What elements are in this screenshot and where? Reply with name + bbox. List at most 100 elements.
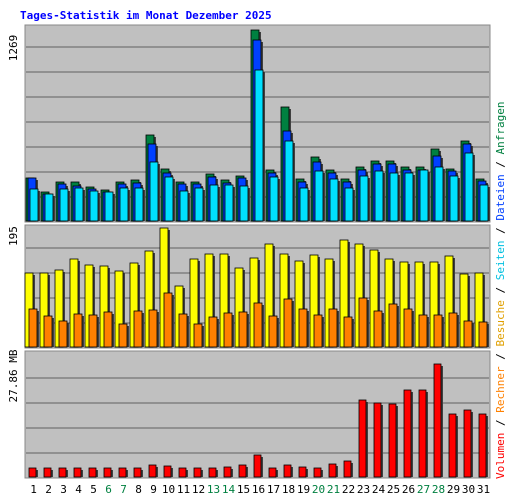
seiten-bar-day-6 <box>104 191 114 222</box>
legend-separator-5: / <box>494 154 507 174</box>
x-axis-day-labels: 1 2 3 4 5 6 7 8 9 10 11 12 13 14 15 16 17 18 19 20 21 22 23 24 2… <box>30 483 490 496</box>
seiten-bar-day-27 <box>419 169 429 222</box>
rechner-bar-day-26 <box>403 308 413 348</box>
x-tick-label-day-4: 4 <box>75 483 82 496</box>
x-tick-label-day-2: 2 <box>45 483 52 496</box>
rechner-bar-day-4 <box>73 313 83 348</box>
x-tick-label-day-6: 6 <box>105 483 112 496</box>
rechner-bar-day-6 <box>103 311 113 348</box>
x-tick-label-day-31: 31 <box>477 483 490 496</box>
seiten-bar-day-12 <box>194 187 204 222</box>
rechner-bar-day-14 <box>223 312 233 348</box>
seiten-bar-day-25 <box>389 172 399 222</box>
volumen-bar-day-17 <box>268 467 277 478</box>
middle-ymax-label: 195 <box>7 226 20 246</box>
x-tick-label-day-16: 16 <box>252 483 265 496</box>
rechner-bar-day-11 <box>178 313 188 348</box>
rechner-bar-day-28 <box>433 314 443 348</box>
rechner-bar-day-10 <box>163 292 173 348</box>
legend-dateien: Dateien <box>494 174 507 220</box>
volumen-bar-day-7 <box>118 467 127 478</box>
x-tick-label-day-11: 11 <box>177 483 190 496</box>
rechner-bar-day-19 <box>298 308 308 348</box>
x-tick-label-day-8: 8 <box>135 483 142 496</box>
rechner-bar-day-27 <box>418 314 428 348</box>
rechner-bar-day-13 <box>208 316 218 348</box>
seiten-bar-day-20 <box>314 170 324 222</box>
x-tick-label-day-19: 19 <box>297 483 310 496</box>
volumen-bar-day-18 <box>283 464 292 478</box>
legend-seiten: Seiten <box>494 241 507 281</box>
x-tick-label-day-14: 14 <box>222 483 236 496</box>
legend-besuche: Besuche <box>494 300 507 346</box>
volumen-bar-day-1 <box>28 467 37 478</box>
volumen-bar-day-8 <box>133 467 142 478</box>
legend-separator-1: / <box>494 413 507 433</box>
x-tick-label-day-27: 27 <box>417 483 430 496</box>
rechner-bar-day-7 <box>118 323 128 348</box>
rechner-bar-day-25 <box>388 303 398 348</box>
panel-visits-hosts <box>24 224 491 349</box>
x-tick-label-day-22: 22 <box>342 483 355 496</box>
volumen-bar-day-10 <box>163 465 172 478</box>
rechner-bar-day-2 <box>43 315 53 348</box>
x-tick-label-day-21: 21 <box>327 483 340 496</box>
x-tick-label-day-29: 29 <box>447 483 460 496</box>
rechner-bar-day-20 <box>313 314 323 348</box>
x-tick-label-day-15: 15 <box>237 483 250 496</box>
rechner-bar-day-3 <box>58 320 68 348</box>
volumen-bar-day-14 <box>223 466 232 478</box>
seiten-bar-day-5 <box>89 190 99 222</box>
volumen-bar-day-3 <box>58 467 67 478</box>
volumen-bar-day-20 <box>313 467 322 478</box>
volumen-bar-day-28 <box>433 363 442 478</box>
x-tick-label-day-5: 5 <box>90 483 97 496</box>
volumen-bar-day-27 <box>418 389 427 478</box>
volumen-bar-day-4 <box>73 467 82 478</box>
x-tick-label-day-10: 10 <box>162 483 175 496</box>
volumen-bar-day-6 <box>103 467 112 478</box>
seiten-bar-day-4 <box>74 187 84 222</box>
seiten-bar-day-7 <box>119 187 129 222</box>
volumen-bar-day-29 <box>448 413 457 478</box>
legend-separator-3: / <box>494 280 507 300</box>
seiten-bar-day-30 <box>464 152 474 222</box>
seiten-bar-day-21 <box>329 178 339 222</box>
x-tick-label-day-20: 20 <box>312 483 325 496</box>
rechner-bar-day-15 <box>238 311 248 348</box>
chart-title: Tages-Statistik im Monat Dezember 2025 <box>20 9 272 22</box>
seiten-bar-day-15 <box>239 185 249 222</box>
x-tick-label-day-17: 17 <box>267 483 280 496</box>
rechner-bar-day-18 <box>283 298 293 348</box>
seiten-bar-day-29 <box>449 175 459 222</box>
seiten-bar-day-31 <box>479 184 489 222</box>
rechner-bar-day-24 <box>373 310 383 348</box>
rechner-bar-day-5 <box>88 314 98 348</box>
volumen-bar-day-26 <box>403 389 412 478</box>
volumen-bar-day-25 <box>388 403 397 478</box>
volumen-bar-day-30 <box>463 409 472 478</box>
panel-volume <box>24 350 491 479</box>
seiten-bar-day-11 <box>179 190 189 222</box>
rechner-bar-day-21 <box>328 308 338 348</box>
volumen-bar-day-22 <box>343 460 352 478</box>
seiten-bar-day-1 <box>29 188 39 222</box>
seiten-bar-day-23 <box>359 175 369 222</box>
volumen-bar-day-19 <box>298 466 307 478</box>
legend-separator-2: / <box>494 347 507 367</box>
rechner-bar-day-22 <box>343 316 353 348</box>
seiten-bar-day-9 <box>149 161 159 222</box>
x-tick-label-day-28: 28 <box>432 483 445 496</box>
rechner-bar-day-16 <box>253 302 263 348</box>
chart-legend: Volumen / Rechner / Besuche / Seiten / D… <box>494 101 507 479</box>
x-tick-label-day-3: 3 <box>60 483 67 496</box>
seiten-bar-day-13 <box>209 184 219 222</box>
volumen-bar-day-11 <box>178 467 187 478</box>
legend-rechner: Rechner <box>494 366 507 413</box>
x-tick-label-day-9: 9 <box>150 483 157 496</box>
x-tick-label-day-26: 26 <box>402 483 415 496</box>
rechner-bar-day-12 <box>193 323 203 348</box>
volumen-bar-day-24 <box>373 402 382 478</box>
x-tick-label-day-7: 7 <box>120 483 127 496</box>
